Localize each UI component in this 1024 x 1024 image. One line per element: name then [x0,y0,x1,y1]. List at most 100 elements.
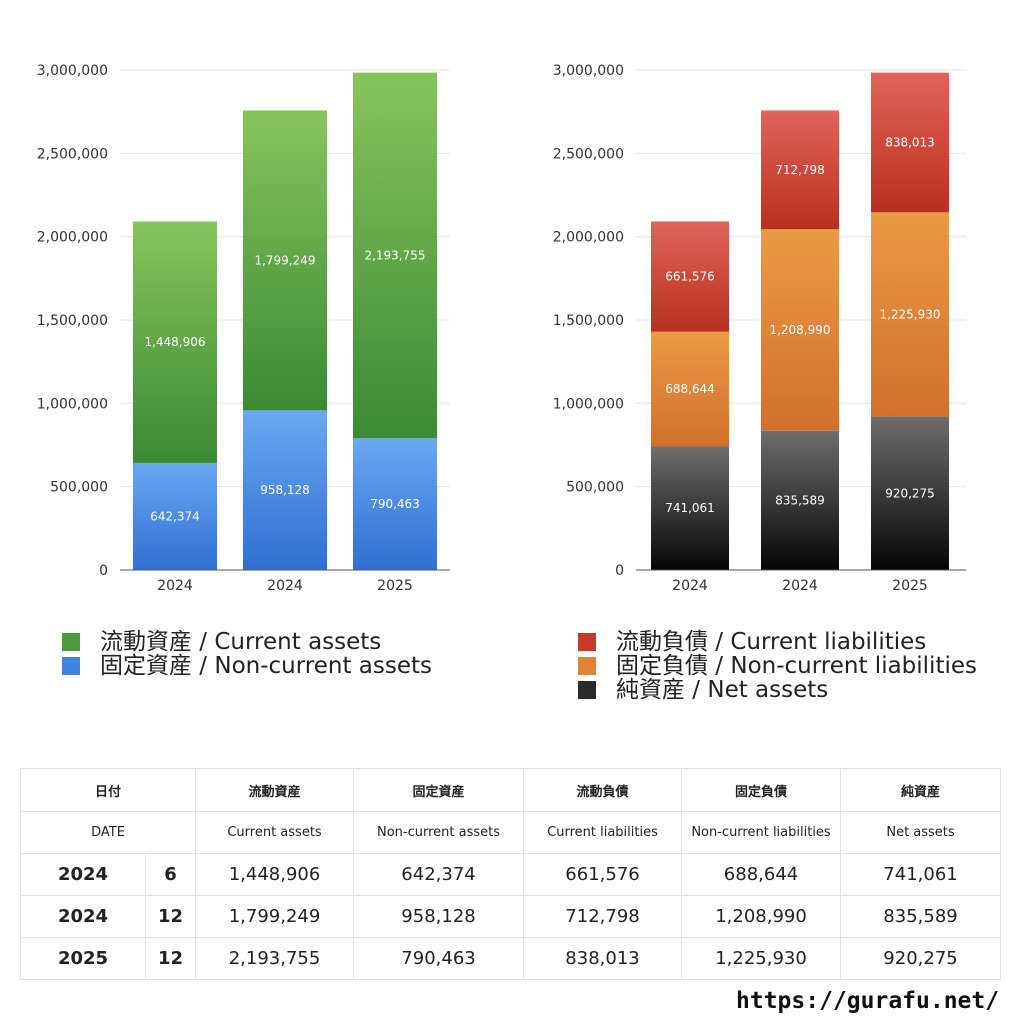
cell-net-assets: 741,061 [840,853,1002,896]
row-year: 2024 [20,895,146,938]
bar-segment [761,229,839,431]
y-tick-label: 500,000 [566,480,624,496]
row-year: 2024 [20,853,146,896]
row-month: 12 [144,937,197,980]
y-tick-label: 2,000,000 [37,230,108,246]
bar-segment [761,110,839,230]
y-tick-label: 0 [615,563,624,579]
legend-right: 流動負債 / Current liabilities 固定負債 / Non-cur… [578,630,977,702]
y-tick-label: 3,000,000 [37,63,108,79]
row-year: 2025 [20,937,146,980]
bar-segment [353,438,437,570]
data-label: 741,061 [665,501,715,515]
bar-segment [871,72,949,213]
x-tick-label: 2024 [782,578,818,594]
legend-label: 流動負債 / Current liabilities [616,629,927,655]
cell-noncurrent-liabilities: 1,208,990 [681,895,842,938]
data-table: 日付 流動資産 固定資産 流動負債 固定負債 純資産 DATE Current … [19,768,1002,980]
cell-current-liabilities: 712,798 [523,895,683,938]
y-tick-label: 1,500,000 [553,313,624,329]
header-current-liabilities-en: Current liabilities [523,811,683,854]
cell-current-assets: 1,448,906 [195,853,355,896]
legend-left: 流動資産 / Current assets 固定資産 / Non-current … [62,630,432,678]
data-label: 2,193,755 [364,248,425,262]
header-current-assets-jp: 流動資産 [195,768,355,812]
legend-swatch [62,657,80,675]
bar-segment [651,221,729,332]
y-tick-label: 500,000 [50,480,108,496]
data-label: 1,799,249 [254,253,315,267]
legend-item: 流動負債 / Current liabilities [578,630,977,654]
y-tick-label: 1,500,000 [37,313,108,329]
x-tick-label: 2024 [672,578,708,594]
header-noncurrent-liabilities-jp: 固定負債 [681,768,842,812]
bar-segment [243,110,327,411]
header-date-jp: 日付 [19,768,197,812]
legend-label: 純資産 / Net assets [616,677,829,703]
data-label: 920,275 [885,486,935,500]
table-row: 2025 12 2,193,755 790,463 838,013 1,225,… [20,937,1002,980]
row-month: 6 [144,853,197,896]
table-header-jp: 日付 流動資産 固定資産 流動負債 固定負債 純資産 [19,768,1002,812]
data-label: 958,128 [260,483,310,497]
data-label: 1,225,930 [879,307,940,321]
header-net-assets-en: Net assets [840,811,1002,854]
data-label: 688,644 [665,382,715,396]
bar-segment [353,72,437,439]
cell-current-liabilities: 838,013 [523,937,683,980]
bar-segment [133,221,217,463]
x-tick-label: 2024 [267,578,303,594]
data-label: 790,463 [370,497,420,511]
header-net-assets-jp: 純資産 [840,768,1002,812]
site-url[interactable]: https://gurafu.net/ [736,988,1000,1014]
chart-2: 0 500,000 1,000,000 1,500,000 2,000,000 2,500… [553,63,966,594]
data-label: 838,013 [885,135,935,149]
cell-noncurrent-liabilities: 688,644 [681,853,842,896]
header-noncurrent-assets-jp: 固定資産 [353,768,525,812]
y-tick-label: 2,000,000 [553,230,624,246]
y-tick-label: 3,000,000 [553,63,624,79]
legend-label: 流動資産 / Current assets [100,629,382,655]
y-tick-label: 2,500,000 [553,146,624,162]
bar-segment [871,212,949,417]
header-date-en: DATE [19,811,197,854]
legend-label: 固定負債 / Non-current liabilities [616,653,977,679]
data-label: 835,589 [775,493,825,507]
legend-swatch [578,657,596,675]
table-row: 2024 6 1,448,906 642,374 661,576 688,644… [20,853,1002,896]
bar-segment [243,410,327,570]
data-label: 1,208,990 [769,323,830,337]
legend-item: 純資産 / Net assets [578,678,977,702]
y-tick-label: 2,500,000 [37,146,108,162]
chart-1: 0 500,000 1,000,000 1,500,000 2,000,000 2,500… [37,63,450,594]
cell-net-assets: 920,275 [840,937,1002,980]
table-row: 2024 12 1,799,249 958,128 712,798 1,208,… [20,895,1002,938]
header-noncurrent-assets-en: Non-current assets [353,811,525,854]
data-label: 1,448,906 [144,335,205,349]
x-tick-label: 2024 [157,578,193,594]
x-tick-label: 2025 [892,578,928,594]
bar-segment [871,416,949,570]
header-noncurrent-liabilities-en: Non-current liabilities [681,811,842,854]
cell-noncurrent-assets: 642,374 [353,853,525,896]
legend-swatch [578,681,596,699]
data-label: 642,374 [150,509,200,523]
cell-noncurrent-liabilities: 1,225,930 [681,937,842,980]
cell-current-assets: 1,799,249 [195,895,355,938]
cell-net-assets: 835,589 [840,895,1002,938]
data-label: 712,798 [775,163,825,177]
x-tick-label: 2025 [377,578,413,594]
data-label: 661,576 [665,270,715,284]
legend-label: 固定資産 / Non-current assets [100,653,433,679]
y-tick-label: 1,000,000 [37,396,108,412]
bar-segment [651,446,729,570]
cell-current-assets: 2,193,755 [195,937,355,980]
cell-current-liabilities: 661,576 [523,853,683,896]
legend-swatch [578,633,596,651]
y-tick-label: 1,000,000 [553,396,624,412]
legend-item: 流動資産 / Current assets [62,630,432,654]
bar-segment [761,430,839,570]
bar-segment [133,462,217,570]
row-month: 12 [144,895,197,938]
cell-noncurrent-assets: 790,463 [353,937,525,980]
